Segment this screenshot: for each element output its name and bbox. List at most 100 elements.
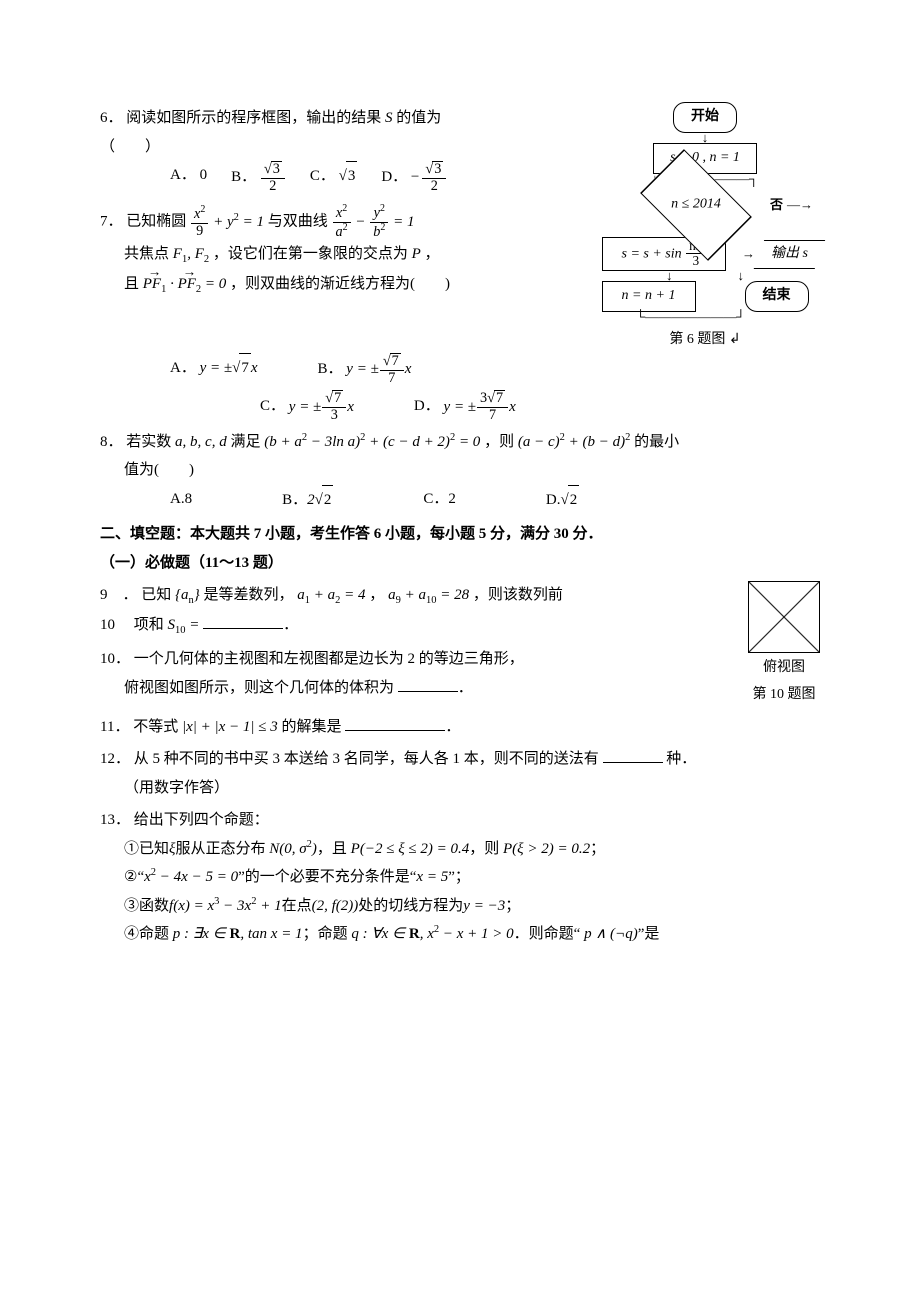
q9-number: 9 ．	[100, 587, 138, 603]
blank	[203, 628, 283, 629]
q6-var: S	[385, 110, 393, 126]
q9-q10-row: 9 ． 已知 {an} 是等差数列， a1 + a2 = 4 ， a9 + a1…	[100, 577, 820, 708]
q9-line2: 10 项和 S10 = ．	[100, 611, 700, 641]
q7-optA: A． y = ±7x	[170, 353, 258, 386]
q7: 7． 已知椭圆 x29 + y2 = 1 与双曲线 x2a2 − y2b2 = …	[100, 204, 572, 240]
q7-optC: C． y = ±73x	[260, 390, 354, 423]
q6-optD: D． −32	[381, 161, 447, 194]
q8-t2: 满足	[230, 434, 260, 450]
q6-optA: A． 0	[170, 161, 207, 194]
q13-t1: 给出下列四个命题：	[134, 812, 269, 828]
q9-t2: 是等差数列，	[204, 587, 294, 603]
q8-expr2: (a − c)2 + (b − d)2	[518, 434, 631, 450]
q6-optB: B． 32	[231, 161, 286, 194]
flow-no: 否	[770, 193, 783, 218]
blank	[398, 691, 458, 692]
q13: 13． 给出下列四个命题：	[100, 806, 820, 835]
q8-vars: a, b, c, d	[175, 434, 227, 450]
blank	[345, 730, 445, 731]
q12-l2: （用数字作答）	[124, 774, 820, 803]
q8-l2: 值为( )	[124, 456, 820, 485]
q6-number: 6．	[100, 110, 123, 126]
q9: 9 ． 已知 {an} 是等差数列， a1 + a2 = 4 ， a9 + a1…	[100, 581, 700, 611]
q6-optC: C． 3	[310, 161, 358, 194]
q11-number: 11．	[100, 719, 129, 735]
q13-p4: ④命题 p : ∃x ∈ R, tan x = 1；命题 q : ∀x ∈ R,…	[124, 920, 820, 949]
q6-A-val: 0	[200, 167, 208, 183]
q7-l3: 且 PF1 · PF2 = 0 ，则双曲线的渐近线方程为( )	[124, 270, 572, 300]
q10: 10． 一个几何体的主视图和左视图都是边长为 2 的等边三角形，	[100, 645, 700, 674]
q8-optA: A.8	[170, 485, 192, 515]
q7-t5: ，	[425, 246, 440, 262]
top-view-diagram	[748, 581, 820, 653]
flow-inc: n = n + 1	[602, 281, 696, 312]
q6-row: 6． 阅读如图所示的程序框图，输出的结果 S 的值为 （ ） A． 0 B． 3…	[100, 100, 820, 353]
q9-line2-num: 10	[100, 617, 115, 633]
q8-opts: A.8 B．22 C．2 D.2	[170, 485, 820, 515]
q7-hyper: x2a2 − y2b2 = 1	[332, 214, 415, 230]
q7-C-label: C．	[260, 399, 285, 415]
arrow: └―――――――┘	[590, 314, 820, 321]
q6-D-label: D．	[381, 169, 407, 185]
section2-title: 二、填空题：本大题共 7 小题，考生作答 6 小题，每小题 5 分，满分 30 …	[100, 520, 820, 549]
q10-number: 10．	[100, 651, 130, 667]
q8-optC: C．2	[423, 485, 456, 515]
q8-optB: B．22	[282, 485, 333, 515]
arrow: →	[742, 251, 755, 258]
q10-figure: 俯视图 第 10 题图	[748, 577, 820, 708]
q13-p3: ③函数f(x) = x3 − 3x2 + 1在点(2, f(2))处的切线方程为…	[124, 892, 820, 921]
flow-body-pre: s = s + sin	[622, 246, 682, 261]
q7-t7: ，则双曲线的渐近线方程为( )	[230, 276, 450, 292]
q7-number: 7．	[100, 214, 123, 230]
q12: 12． 从 5 种不同的书中买 3 本送给 3 名同学，每人各 1 本，则不同的…	[100, 745, 820, 774]
q10-cap1: 俯视图	[748, 655, 820, 682]
q11-t1: 不等式	[133, 719, 178, 735]
q13-number: 13．	[100, 812, 130, 828]
q13-p1: ①已知ξ服从正态分布 N(0, σ2)，且 P(−2 ≤ ξ ≤ 2) = 0.…	[124, 835, 820, 864]
q8: 8． 若实数 a, b, c, d 满足 (b + a2 − 3ln a)2 +…	[100, 428, 820, 457]
q8-t3: ，则	[484, 434, 514, 450]
flow-end: 结束	[745, 281, 809, 312]
q10-l2: 俯视图如图所示，则这个几何体的体积为 ．	[124, 674, 700, 703]
q7-optB: B． y = ±77x	[318, 353, 412, 386]
q8-expr1: (b + a2 − 3ln a)2 + (c − d + 2)2 = 0	[264, 434, 480, 450]
q7-B-label: B．	[318, 361, 343, 377]
q13-p2: ②“x2 − 4x − 5 = 0”的一个必要不充分条件是“x = 5”；	[124, 863, 820, 892]
q12-number: 12．	[100, 751, 130, 767]
q6-C-label: C．	[310, 168, 335, 184]
q6-paren: （ ）	[100, 133, 572, 162]
q7-t1: 已知椭圆	[126, 214, 186, 230]
q10-t1: 一个几何体的主视图和左视图都是边长为 2 的等边三角形，	[134, 651, 524, 667]
q7-opts: A． y = ±7x B． y = ±77x C． y = ±73x D． y …	[170, 353, 820, 424]
q8-t1: 若实数	[126, 434, 171, 450]
q7-A-label: A．	[170, 360, 196, 376]
q6-text2: 的值为	[396, 110, 441, 126]
flow-out: 输出 s	[759, 240, 820, 269]
q12-t2: 种．	[666, 751, 696, 767]
q7-P: P	[412, 246, 421, 262]
q9-line2-t: 项和	[134, 617, 164, 633]
blank	[603, 762, 663, 763]
q6-B-label: B．	[231, 169, 256, 185]
q9-t1: 已知	[141, 587, 171, 603]
q11: 11． 不等式 |x| + |x − 1| ≤ 3 的解集是 ．	[100, 713, 820, 742]
q7-t2: 与双曲线	[268, 214, 328, 230]
q7-ellipse: x29 + y2 = 1	[190, 214, 268, 230]
q11-t2: 的解集是	[282, 719, 342, 735]
q7-t3: 共焦点	[124, 246, 169, 262]
flowchart-col: 开始 ↓ s = 0 , n = 1 ↓←――――――┐ n ≤ 2014 否 …	[590, 100, 820, 353]
arrow: ↓	[590, 135, 820, 142]
q8-number: 8．	[100, 434, 123, 450]
q7-t6: 且	[124, 276, 139, 292]
q7-optD: D． y = ±377x	[414, 390, 516, 423]
q9-t3: ，则该数列前	[473, 587, 563, 603]
flow-caption: 第 6 题图 ↲	[590, 327, 820, 354]
q7-t4: ，设它们在第一象限的交点为	[213, 246, 408, 262]
q8-t4: 的最小	[634, 434, 679, 450]
q6-A-label: A．	[170, 167, 196, 183]
flow-start: 开始	[673, 102, 737, 133]
flowchart: 开始 ↓ s = 0 , n = 1 ↓←――――――┐ n ≤ 2014 否 …	[590, 102, 820, 321]
q6-text: 阅读如图所示的程序框图，输出的结果	[126, 110, 381, 126]
arrow: ―→	[787, 202, 813, 209]
q8-optD: D.2	[546, 485, 579, 515]
